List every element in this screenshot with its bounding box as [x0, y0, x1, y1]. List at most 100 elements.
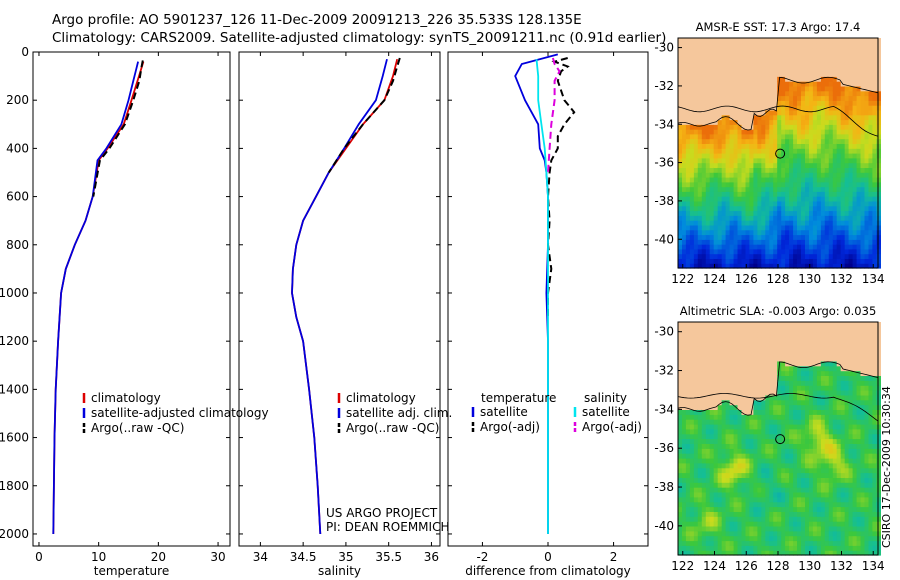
sla-map-cell — [745, 438, 751, 444]
sst-map-cell — [876, 263, 881, 269]
sst-map-cell — [809, 181, 814, 188]
sla-map-cell — [697, 516, 703, 522]
sla-map-cell — [733, 472, 739, 478]
sla-map-cell — [697, 414, 703, 420]
sst-map-cell — [769, 52, 774, 58]
sst-map-cell — [733, 172, 739, 178]
sst-map-cell — [709, 229, 715, 236]
sla-map-cell — [765, 516, 770, 522]
sla-map-cell — [789, 443, 794, 449]
sst-map-cell — [816, 38, 822, 44]
sla-map-cell — [689, 477, 695, 483]
sst-map-cell — [781, 172, 786, 178]
sst-map-cell — [765, 248, 770, 255]
sst-map-cell — [824, 119, 830, 125]
sla-map-cell — [828, 365, 834, 372]
sla-map-cell — [844, 453, 850, 459]
sst-map-cell — [844, 124, 850, 130]
sla-map-cell — [745, 409, 751, 415]
sst-map-cell — [773, 81, 778, 87]
sla-map-cell — [765, 443, 770, 449]
sst-map-cell — [832, 95, 838, 101]
sst-map-cell — [872, 196, 877, 202]
sla-map-cell — [709, 467, 715, 474]
sst-map-cell — [741, 181, 747, 188]
salinity-profile-series-satellite-adj-clim- — [291, 58, 388, 535]
sla-map-cell — [856, 462, 862, 469]
sla-map-cell — [693, 399, 699, 406]
sla-map-cell — [713, 326, 719, 333]
sla-map-cell — [709, 336, 715, 343]
sla-map-cell — [809, 443, 814, 449]
sst-map-cell — [721, 215, 727, 221]
sst-map-cell — [713, 85, 719, 92]
sst-map-cell — [856, 119, 862, 125]
sst-map-cell — [872, 157, 877, 164]
sla-map-cell — [757, 375, 762, 381]
sla-map-cell — [769, 341, 774, 347]
sst-map-cell — [812, 90, 818, 97]
sst-map-cell — [793, 42, 798, 49]
sst-map-cell — [876, 57, 881, 63]
sla-map-cell — [816, 390, 822, 396]
sla-map-cell — [745, 414, 751, 420]
sst-map-cell — [769, 100, 774, 106]
sla-map-cell — [745, 545, 751, 551]
sla-map-cell — [836, 477, 842, 483]
sst-map-cell — [844, 133, 850, 140]
sla-map-cell — [701, 322, 707, 328]
sla-map-cell — [856, 453, 862, 459]
sla-map-cell — [805, 394, 810, 401]
sla-map-cell — [678, 516, 683, 522]
sla-map-cell — [860, 457, 866, 464]
sla-map-cell — [725, 390, 731, 396]
sla-map-cell — [693, 496, 699, 503]
sst-map-cell — [781, 157, 786, 164]
sst-map-cell — [812, 172, 818, 178]
sst-map-cell — [709, 38, 715, 44]
sla-map-cell — [812, 370, 818, 376]
sst-map-cell — [682, 138, 687, 144]
sla-map-cell — [852, 331, 858, 338]
sst-map-cell — [781, 85, 786, 92]
sst-map-cell — [697, 143, 703, 149]
sst-map-cell — [828, 248, 834, 255]
sst-map-cell — [757, 52, 762, 58]
sst-map-cell — [721, 172, 727, 178]
sst-map-cell — [860, 71, 866, 77]
sst-map-cell — [872, 76, 877, 82]
sst-map-cell — [725, 157, 731, 164]
sla-map-cell — [844, 409, 850, 415]
sla-map-cell — [816, 380, 822, 386]
sst-map-cell — [801, 253, 806, 259]
sla-map-cell — [789, 385, 794, 391]
sla-map-cell — [678, 525, 683, 532]
sla-map-cell — [820, 370, 826, 376]
sla-map-cell — [685, 326, 691, 333]
sla-map-cell — [856, 467, 862, 474]
sst-map-cell — [856, 148, 862, 154]
sst-map-cell — [717, 234, 723, 240]
sst-map-cell — [689, 109, 695, 116]
sst-map-cell — [761, 52, 766, 58]
sla-map-cell — [678, 433, 683, 440]
sla-map-cell — [737, 448, 743, 454]
sla-map-cell — [820, 472, 826, 478]
sst-map-cell — [820, 148, 826, 154]
sst-map-cell — [737, 167, 743, 173]
sla-map-cell — [765, 326, 770, 333]
sst-map-cell — [848, 215, 854, 221]
sst-map-cell — [717, 129, 723, 135]
sla-map-cell — [872, 521, 877, 527]
sst-map-cell — [717, 38, 723, 44]
sst-map-cell — [682, 114, 687, 121]
sla-map-cell — [836, 535, 842, 542]
sla-map-cell — [749, 453, 754, 459]
sst-map-cell — [809, 42, 814, 49]
sst-map-cell — [737, 90, 743, 97]
sst-map-cell — [840, 85, 846, 92]
sla-map-cell — [761, 433, 766, 440]
sla-map-cell — [848, 530, 854, 537]
sla-map-cell — [852, 462, 858, 469]
sla-map-cell — [697, 419, 703, 425]
